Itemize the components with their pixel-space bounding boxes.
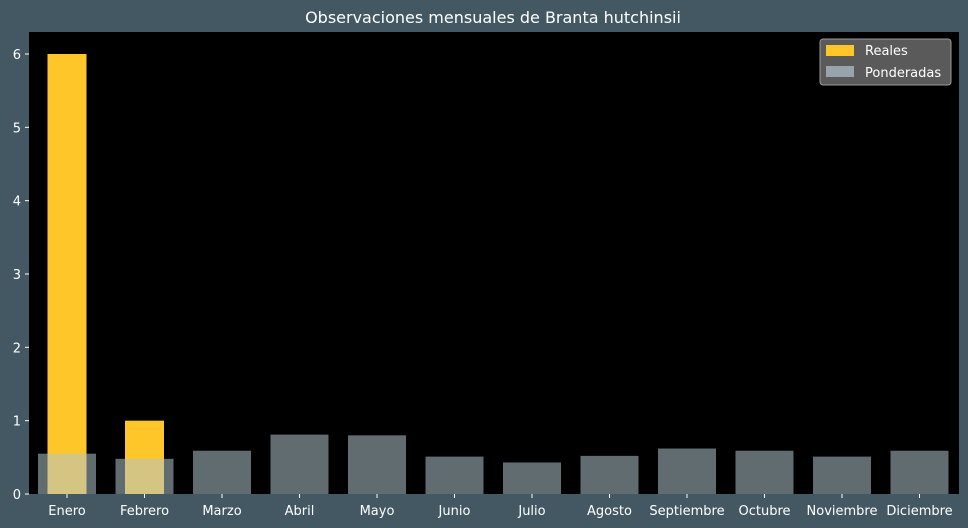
bar-ponderadas-julio bbox=[503, 462, 561, 494]
bar-ponderadas-abril bbox=[270, 434, 329, 494]
y-tick-label: 3 bbox=[13, 268, 21, 283]
bar-ponderadas-febrero bbox=[115, 458, 174, 494]
x-tick-label-julio: Julio bbox=[517, 504, 545, 519]
legend-swatch-reales bbox=[826, 45, 854, 56]
x-tick-label-marzo: Marzo bbox=[202, 504, 241, 519]
bar-ponderadas-septiembre bbox=[658, 448, 716, 494]
x-tick-label-noviembre: Noviembre bbox=[807, 504, 878, 519]
legend-label-reales: Reales bbox=[865, 44, 908, 59]
x-tick-label-junio: Junio bbox=[438, 504, 471, 519]
bar-ponderadas-mayo bbox=[348, 435, 406, 494]
plot-area bbox=[29, 32, 959, 494]
bar-ponderadas-octubre bbox=[735, 450, 794, 494]
y-tick-label: 1 bbox=[13, 415, 21, 430]
y-tick-label: 4 bbox=[13, 195, 21, 210]
x-tick-label-abril: Abril bbox=[285, 504, 315, 519]
x-tick-label-septiembre: Septiembre bbox=[649, 504, 724, 519]
y-axis: 0 1 2 3 4 5 6 bbox=[13, 48, 29, 503]
y-tick-label: 0 bbox=[13, 488, 21, 503]
bars-reales bbox=[47, 54, 164, 494]
x-axis: Enero Febrero Marzo Abril Mayo Junio Julio Agos… bbox=[48, 494, 953, 519]
x-tick-label-febrero: Febrero bbox=[120, 504, 169, 519]
legend: Reales Ponderadas bbox=[819, 38, 952, 86]
chart-title: Observaciones mensuales de Branta hutchi… bbox=[305, 8, 681, 27]
bar-ponderadas-enero bbox=[38, 453, 96, 494]
legend-label-ponderadas: Ponderadas bbox=[865, 66, 941, 81]
x-tick-label-enero: Enero bbox=[48, 504, 86, 519]
bars-ponderadas bbox=[38, 434, 949, 494]
y-tick-label: 6 bbox=[13, 48, 21, 63]
bar-reales-enero bbox=[47, 54, 87, 494]
x-tick-label-diciembre: Diciembre bbox=[886, 504, 952, 519]
y-tick-label: 5 bbox=[13, 121, 21, 136]
bar-ponderadas-marzo bbox=[193, 450, 251, 494]
legend-swatch-ponderadas bbox=[826, 66, 854, 77]
bar-ponderadas-diciembre bbox=[890, 450, 949, 494]
bar-ponderadas-junio bbox=[425, 456, 484, 494]
x-tick-label-octubre: Octubre bbox=[738, 504, 790, 519]
x-tick-label-mayo: Mayo bbox=[360, 504, 395, 519]
x-tick-label-agosto: Agosto bbox=[587, 504, 632, 519]
y-tick-label: 2 bbox=[13, 341, 21, 356]
bar-ponderadas-noviembre bbox=[813, 456, 871, 494]
bar-ponderadas-agosto bbox=[580, 455, 639, 494]
